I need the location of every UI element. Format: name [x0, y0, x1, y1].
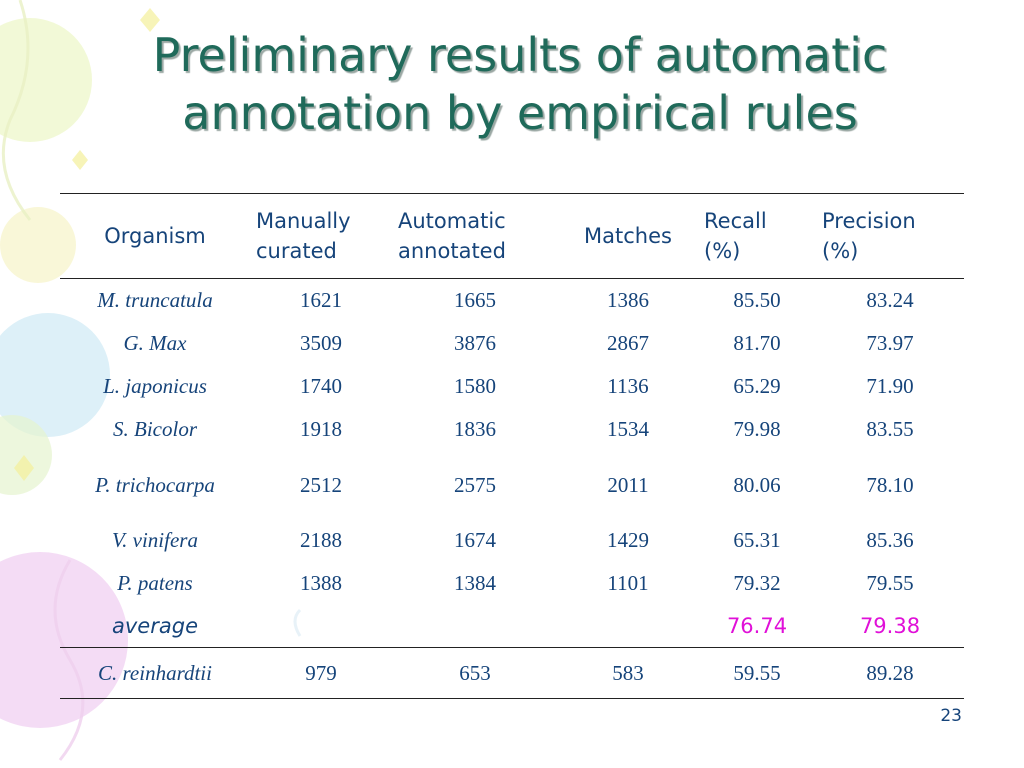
- table-row: V. vinifera 2188 1674 1429 65.31 85.36: [60, 519, 964, 562]
- annotated-cell: 1384: [454, 571, 496, 595]
- empty-cell: [250, 605, 392, 648]
- matches-cell: 1429: [607, 528, 649, 552]
- curated-cell: 979: [250, 647, 392, 699]
- table-header-row: Organism Manually curated Automatic annota…: [60, 193, 964, 279]
- matches-cell: 2011: [607, 472, 649, 497]
- header-recall: Recall (%): [698, 193, 816, 279]
- organism-cell: S. Bicolor: [113, 417, 197, 441]
- precision-cell: 85.36: [866, 528, 914, 552]
- matches-cell: 2867: [607, 331, 649, 355]
- recall-cell: 65.31: [733, 528, 781, 552]
- curated-cell: 1740: [300, 374, 342, 398]
- organism-cell: C. reinhardtii: [60, 647, 250, 699]
- table-row: L. japonicus 1740 1580 1136 65.29 71.90: [60, 365, 964, 408]
- organism-cell: G. Max: [123, 331, 187, 355]
- title-line-1: Preliminary results of automatic: [152, 28, 888, 82]
- page-number: 23: [940, 706, 962, 726]
- matches-cell: 1101: [607, 571, 649, 595]
- average-precision: 79.38: [816, 605, 964, 648]
- curated-cell: 1918: [300, 417, 342, 441]
- recall-cell: 85.50: [733, 288, 781, 312]
- precision-cell: 71.90: [866, 374, 914, 398]
- organism-cell: V. vinifera: [112, 528, 198, 552]
- header-manually-curated: Manually curated: [250, 193, 392, 279]
- table-row: P. patens 1388 1384 1101 79.32 79.55: [60, 562, 964, 605]
- empty-cell: [392, 605, 558, 648]
- curated-cell: 2188: [300, 528, 342, 552]
- annotated-cell: 3876: [454, 331, 496, 355]
- header-precision: Precision (%): [816, 193, 964, 279]
- table-row: C. reinhardtii 979 653 583 59.55 89.28: [60, 647, 964, 699]
- average-row: average 76.74 79.38: [60, 605, 964, 648]
- precision-cell: 79.55: [866, 571, 914, 595]
- organism-cell: L. japonicus: [103, 374, 207, 398]
- slide-title: Preliminary results of automatic annotat…: [40, 26, 1000, 142]
- curated-cell: 1388: [300, 571, 342, 595]
- matches-cell: 1136: [607, 374, 649, 398]
- header-organism: Organism: [60, 193, 250, 279]
- header-matches: Matches: [558, 193, 698, 279]
- curated-cell: 3509: [300, 331, 342, 355]
- title-line-2: annotation by empirical rules: [182, 86, 858, 140]
- matches-cell: 583: [558, 647, 698, 699]
- table-row: P. trichocarpa 2512 2575 2011 80.06 78.1…: [60, 451, 964, 519]
- recall-cell: 80.06: [733, 472, 781, 497]
- average-label: average: [60, 605, 250, 648]
- empty-cell: [558, 605, 698, 648]
- recall-cell: 81.70: [733, 331, 781, 355]
- matches-cell: 1386: [607, 288, 649, 312]
- organism-cell: M. truncatula: [97, 288, 213, 312]
- precision-cell: 83.55: [866, 417, 914, 441]
- curated-cell: 1621: [300, 288, 342, 312]
- annotated-cell: 1674: [454, 528, 496, 552]
- annotated-cell: 653: [392, 647, 558, 699]
- results-table: Organism Manually curated Automatic annota…: [60, 193, 964, 699]
- recall-cell: 59.55: [698, 647, 816, 699]
- header-automatic-annotated: Automatic annotated: [392, 193, 558, 279]
- recall-cell: 79.98: [733, 417, 781, 441]
- average-recall: 76.74: [698, 605, 816, 648]
- precision-cell: 73.97: [866, 331, 914, 355]
- precision-cell: 78.10: [866, 472, 914, 497]
- annotated-cell: 1836: [454, 417, 496, 441]
- organism-cell: P. patens: [117, 571, 193, 595]
- annotated-cell: 1665: [454, 288, 496, 312]
- annotated-cell: 2575: [454, 472, 496, 497]
- precision-cell: 89.28: [816, 647, 964, 699]
- matches-cell: 1534: [607, 417, 649, 441]
- annotated-cell: 1580: [454, 374, 496, 398]
- organism-cell: P. trichocarpa: [95, 472, 215, 497]
- table-row: S. Bicolor 1918 1836 1534 79.98 83.55: [60, 408, 964, 451]
- precision-cell: 83.24: [866, 288, 914, 312]
- table-row: M. truncatula 1621 1665 1386 85.50 83.24: [60, 279, 964, 323]
- recall-cell: 79.32: [733, 571, 781, 595]
- recall-cell: 65.29: [733, 374, 781, 398]
- curated-cell: 2512: [300, 472, 342, 497]
- table-row: G. Max 3509 3876 2867 81.70 73.97: [60, 322, 964, 365]
